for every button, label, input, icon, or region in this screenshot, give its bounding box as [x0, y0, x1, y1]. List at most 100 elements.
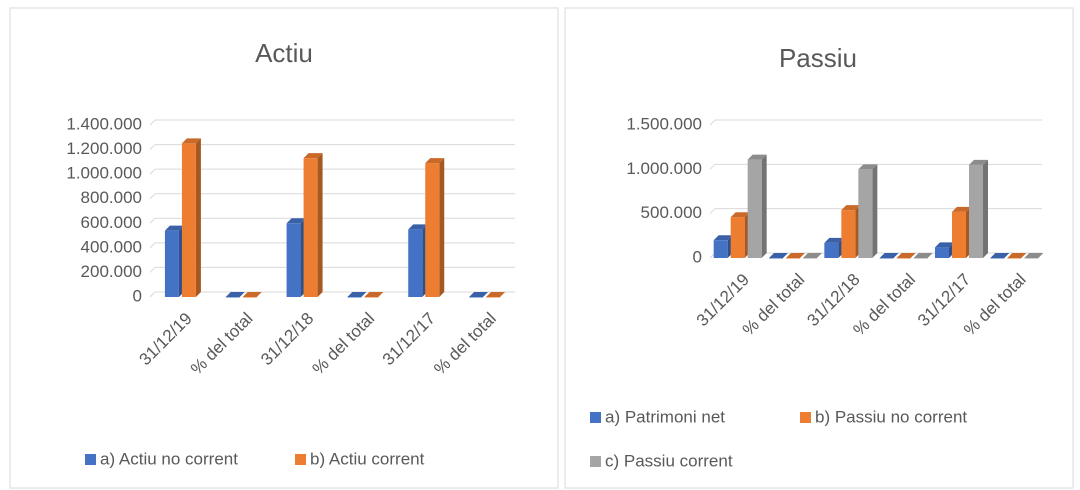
grid-line-depth — [709, 208, 716, 215]
grid-line-depth — [149, 193, 156, 200]
chart-title: Actiu — [255, 38, 313, 68]
bar-side — [927, 252, 933, 258]
bar-side — [817, 252, 822, 258]
y-tick-label: 1.500.000 — [626, 114, 702, 133]
bar-top — [225, 291, 245, 297]
bar — [879, 257, 894, 259]
chart-frame — [9, 7, 559, 489]
bar — [164, 230, 179, 297]
bar-top — [408, 224, 428, 230]
y-tick-label: 400.000 — [81, 237, 142, 256]
grid-line-depth — [149, 242, 156, 249]
y-tick-label: 800.000 — [81, 188, 142, 207]
bar-top — [896, 252, 916, 258]
bar-side — [800, 252, 805, 258]
bar-top — [969, 159, 988, 165]
grid-line-depth — [149, 217, 156, 224]
bar — [803, 257, 817, 259]
bar-side — [378, 291, 384, 297]
bar-top — [364, 291, 384, 297]
bar — [713, 240, 728, 258]
grid-line-depth — [149, 168, 156, 175]
bar-top — [786, 252, 805, 258]
bar — [425, 163, 440, 297]
y-tick-label: 1.000.000 — [66, 164, 142, 183]
bar — [935, 247, 949, 258]
bar — [969, 164, 983, 258]
bar — [913, 257, 928, 259]
bar — [486, 296, 501, 298]
grid-line-depth — [149, 144, 156, 150]
bar — [364, 296, 379, 298]
bar-top — [469, 291, 489, 297]
bar-top — [181, 138, 201, 144]
bar — [286, 223, 301, 297]
bar — [841, 210, 856, 258]
bar-top — [730, 212, 750, 218]
legend-swatch — [590, 412, 601, 423]
bar-side — [761, 154, 767, 258]
legend-swatch — [85, 454, 96, 465]
bar — [1024, 257, 1039, 259]
bar — [786, 257, 800, 259]
bar-top — [841, 205, 861, 211]
bar — [181, 143, 196, 297]
legend-label: c) Passiu corrent — [605, 451, 733, 470]
bar-top — [747, 154, 767, 160]
bar-top — [803, 252, 822, 258]
bar — [858, 169, 873, 258]
y-tick-label: 200.000 — [81, 262, 142, 281]
bar — [347, 296, 362, 298]
bar-top — [952, 206, 971, 212]
bar-top — [769, 252, 788, 258]
y-tick-label: 1.000.000 — [626, 159, 702, 178]
bar-side — [483, 291, 489, 297]
bar-side — [1021, 252, 1027, 258]
chart-frame — [564, 7, 1074, 489]
grid-line-depth — [709, 163, 716, 170]
bar-side — [910, 252, 916, 258]
grid-line-depth — [149, 119, 156, 126]
bar-top — [1024, 252, 1044, 258]
bar — [303, 158, 318, 297]
y-tick-label: 0 — [133, 286, 142, 305]
bar-side — [783, 252, 788, 258]
bar — [730, 217, 745, 258]
bar-side — [1038, 252, 1044, 258]
bar — [990, 257, 1005, 259]
bar-side — [239, 291, 245, 297]
chart-title: Passiu — [779, 43, 857, 73]
bar-top — [879, 252, 899, 258]
y-tick-label: 500.000 — [641, 203, 702, 222]
bar — [952, 211, 966, 258]
bar-top — [242, 291, 262, 297]
bar-top — [347, 291, 367, 297]
bar — [896, 257, 911, 259]
bar-side — [983, 159, 988, 258]
bar — [769, 257, 783, 259]
bar — [242, 296, 257, 298]
y-tick-label: 1.200.000 — [66, 139, 142, 158]
bar-top — [486, 291, 506, 297]
y-tick-label: 1.400.000 — [66, 114, 142, 133]
bar-top — [1007, 252, 1027, 258]
bar — [1007, 257, 1022, 259]
grid-line-depth — [149, 267, 156, 273]
bar-top — [713, 235, 733, 241]
bar-side — [439, 158, 445, 297]
legend-label: a) Patrimoni net — [605, 407, 725, 426]
legend-swatch — [590, 456, 601, 467]
legend-label: b) Passiu no corrent — [815, 407, 967, 426]
bar-side — [893, 252, 899, 258]
bar — [747, 159, 762, 258]
y-tick-label: 600.000 — [81, 213, 142, 232]
bar — [824, 242, 839, 258]
bar-top — [913, 252, 933, 258]
bar-top — [935, 242, 954, 248]
bar-top — [425, 158, 445, 164]
legend-swatch — [800, 412, 811, 423]
bar — [408, 229, 423, 297]
legend-label: a) Actiu no corrent — [100, 449, 238, 468]
bar-top — [990, 252, 1010, 258]
